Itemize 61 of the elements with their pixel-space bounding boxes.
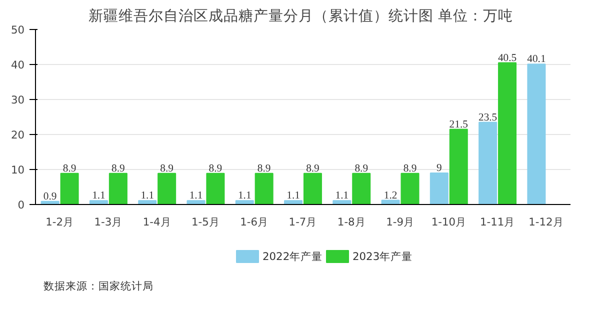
data-label: 1.1 — [238, 190, 252, 202]
data-label: 9 — [436, 163, 442, 174]
data-label: 8.9 — [160, 163, 174, 174]
x-tick-label: 1-5月 — [192, 216, 220, 228]
x-tick-label: 1-11月 — [480, 216, 516, 228]
data-label: 8.9 — [112, 163, 125, 174]
data-label: 8.9 — [208, 163, 222, 174]
x-tick-label: 1-2月 — [46, 216, 74, 228]
data-label: 1.1 — [189, 190, 203, 202]
data-label: 8.9 — [257, 163, 271, 174]
data-label: 21.5 — [449, 119, 468, 130]
data-label: 40.5 — [498, 52, 517, 64]
bar — [158, 172, 176, 204]
data-label: 1.2 — [384, 190, 398, 202]
data-label: 8.9 — [306, 163, 320, 174]
data-label: 1.1 — [140, 190, 154, 202]
bar — [206, 172, 225, 204]
data-label: 8.9 — [403, 163, 417, 174]
data-label: 1.1 — [92, 190, 106, 202]
data-label: 0.9 — [43, 191, 57, 202]
bar — [449, 128, 468, 204]
x-tick-label: 1-10月 — [431, 216, 467, 228]
data-label: 1.1 — [335, 190, 349, 202]
x-tick-label: 1-8月 — [337, 216, 366, 228]
y-tick-label: 40 — [10, 58, 25, 72]
y-tick-label: 0 — [18, 198, 25, 212]
bar — [352, 172, 371, 204]
source-note: 数据来源：国家统计局 — [44, 280, 154, 292]
bar — [186, 200, 206, 204]
x-tick-label: 1-4月 — [142, 216, 172, 228]
bar — [430, 172, 448, 204]
y-tick-label: 20 — [10, 128, 25, 142]
bar — [254, 172, 274, 204]
data-label: 1.1 — [286, 190, 300, 202]
legend-label: 2023年产量 — [352, 250, 413, 263]
bar — [284, 200, 303, 204]
bar — [138, 200, 157, 204]
bar — [89, 200, 108, 204]
bar — [60, 172, 79, 204]
chart-title: 新疆维吾尔自治区成品糖产量分月（累计值）统计图 单位：万吨 — [88, 8, 514, 24]
data-label: 40.1 — [527, 54, 546, 66]
y-tick-label: 10 — [10, 164, 25, 176]
bar — [303, 172, 322, 204]
bar — [478, 122, 498, 204]
y-tick-label: 50 — [10, 24, 25, 36]
data-label: 23.5 — [478, 112, 498, 124]
x-tick-label: 1-9月 — [386, 216, 414, 228]
x-tick-label: 1-6月 — [240, 216, 269, 228]
bar — [108, 172, 128, 204]
data-label: 8.9 — [62, 163, 76, 174]
bar — [527, 64, 546, 204]
data-label: 8.9 — [354, 163, 368, 174]
legend-label: 2022年产量 — [262, 250, 323, 263]
x-tick-label: 1-7月 — [288, 216, 318, 228]
x-tick-label: 1-12月 — [528, 216, 564, 228]
y-tick-label: 30 — [10, 94, 25, 106]
bar — [400, 172, 420, 204]
x-tick-label: 1-3月 — [94, 216, 123, 228]
bar — [235, 200, 254, 204]
bar — [332, 200, 352, 204]
bar — [498, 62, 517, 204]
